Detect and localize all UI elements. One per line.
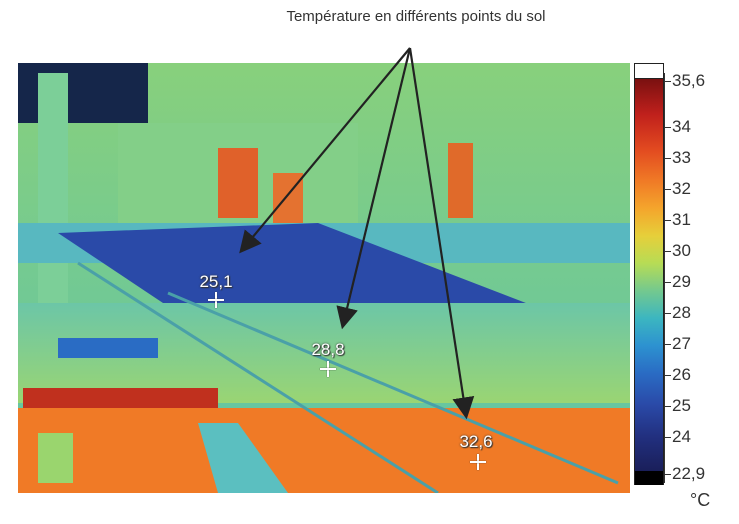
measure-point-marker-2 — [320, 361, 336, 377]
scale-unit: °C — [690, 490, 711, 510]
rail-2 — [167, 291, 619, 485]
cool-kerb — [58, 338, 158, 358]
pavement-marks — [38, 433, 73, 483]
scale-top-swatch — [635, 64, 663, 79]
warm-window-3 — [448, 143, 473, 218]
hot-pavement — [18, 408, 630, 493]
scale-tick: 33 — [664, 149, 691, 167]
scale-tick: 30 — [664, 242, 691, 260]
scale-tick: 32 — [664, 180, 691, 198]
scale-max-label: 35,6 — [664, 72, 705, 90]
arrow-to-point-1 — [239, 47, 411, 254]
scale-min-label: 22,9 — [664, 465, 705, 483]
temperature-label-1: 25,1 — [199, 272, 233, 291]
temperature-label-2: 28,8 — [311, 340, 345, 359]
scale-tick: 25 — [664, 397, 691, 415]
cool-stripe — [198, 423, 288, 493]
scale-tick: 31 — [664, 211, 691, 229]
arrow-to-point-3 — [408, 47, 475, 420]
scale-tick: 28 — [664, 304, 691, 322]
scale-tick: 24 — [664, 428, 691, 446]
color-scale-bar — [634, 63, 664, 485]
thermal-image — [18, 63, 630, 493]
scale-bottom-swatch — [635, 471, 663, 485]
temperature-label-3: 32,6 — [459, 432, 493, 451]
arrow-to-point-2 — [336, 47, 412, 330]
rail-1 — [77, 261, 439, 493]
scale-tick: 27 — [664, 335, 691, 353]
scale-tick: 29 — [664, 273, 691, 291]
measure-point-marker-1 — [208, 292, 224, 308]
scale-tick: 34 — [664, 118, 691, 136]
warm-window-1 — [218, 148, 258, 218]
scale-gradient — [635, 79, 663, 471]
image-caption: Température en différents points du sol — [286, 8, 546, 25]
scale-axis-line — [664, 73, 665, 483]
measure-point-marker-3 — [470, 454, 486, 470]
scale-tick: 26 — [664, 366, 691, 384]
hot-kerb — [23, 388, 218, 410]
tram-track-area — [18, 303, 630, 403]
thermal-scene — [18, 63, 630, 493]
